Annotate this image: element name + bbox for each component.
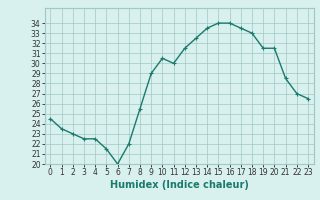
X-axis label: Humidex (Indice chaleur): Humidex (Indice chaleur) [110, 180, 249, 190]
